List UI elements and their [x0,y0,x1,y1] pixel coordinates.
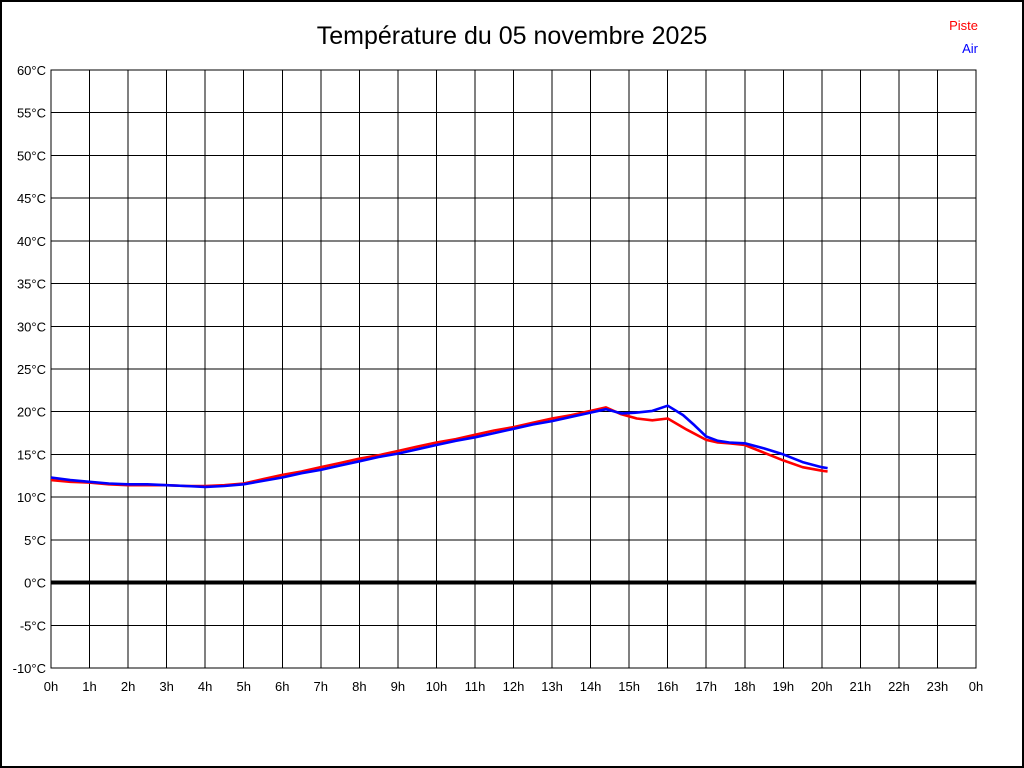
y-tick-label: 45°C [17,191,46,206]
y-tick-label: 55°C [17,106,46,121]
y-tick-label: -10°C [13,661,46,676]
x-tick-label: 18h [734,679,756,694]
chart-title: Température du 05 novembre 2025 [316,22,708,50]
x-tick-label: 6h [275,679,289,694]
x-tick-label: 23h [927,679,949,694]
x-tick-label: 20h [811,679,833,694]
x-tick-label: 10h [426,679,448,694]
x-tick-label: 1h [82,679,96,694]
y-tick-label: 35°C [17,277,46,292]
legend-item-piste: Piste [949,18,978,33]
y-tick-label: 10°C [17,490,46,505]
x-tick-label: 22h [888,679,910,694]
x-tick-label: 12h [503,679,525,694]
x-tick-label: 14h [580,679,602,694]
x-tick-label: 11h [465,679,486,694]
x-tick-label: 19h [772,679,794,694]
y-tick-label: 15°C [17,447,46,462]
y-tick-label: 50°C [17,148,46,163]
legend-item-air: Air [962,41,978,56]
plot-border [50,69,977,669]
series-line-air [50,404,828,489]
x-tick-label: 3h [159,679,173,694]
x-tick-label: 7h [314,679,328,694]
x-tick-label: 15h [618,679,640,694]
x-tick-label: 21h [850,679,872,694]
y-tick-label: 60°C [17,63,46,78]
x-tick-label: 13h [541,679,563,694]
y-tick-label: 40°C [17,234,46,249]
x-tick-label: 0h [44,679,58,694]
series-line-piste [50,406,828,488]
y-tick-label: 30°C [17,319,46,334]
chart-legend: Piste Air [949,14,978,60]
y-tick-label: 25°C [17,362,46,377]
x-tick-label: 2h [121,679,135,694]
x-tick-label: 8h [352,679,366,694]
y-tick-label: 20°C [17,405,46,420]
x-tick-label: 0h [969,679,983,694]
x-tick-label: 17h [695,679,717,694]
x-tick-label: 16h [657,679,679,694]
y-tick-label: -5°C [20,618,46,633]
x-tick-label: 9h [391,679,405,694]
x-tick-label: 4h [198,679,212,694]
y-tick-label: 5°C [24,533,46,548]
x-tick-label: 5h [236,679,250,694]
y-tick-label: 0°C [24,576,46,591]
